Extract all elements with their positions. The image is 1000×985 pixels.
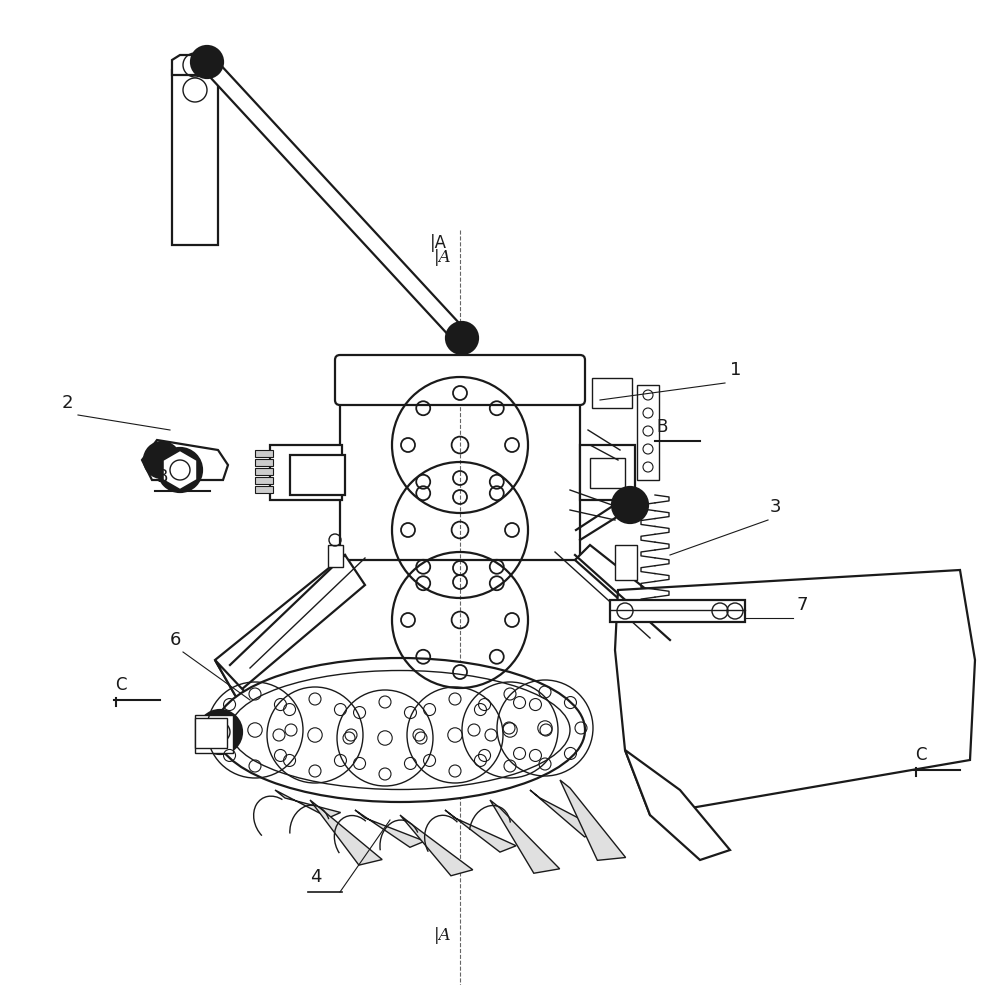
Polygon shape (400, 815, 473, 876)
Ellipse shape (215, 658, 585, 802)
Bar (592, 378, 632, 408)
Polygon shape (275, 790, 341, 818)
Polygon shape (163, 450, 197, 490)
Bar (195, 715, 233, 753)
Polygon shape (490, 800, 560, 874)
FancyBboxPatch shape (335, 355, 585, 405)
Text: 6: 6 (170, 631, 181, 649)
Text: B: B (656, 418, 667, 436)
Polygon shape (172, 55, 218, 75)
Polygon shape (575, 545, 685, 640)
Bar (610, 600, 745, 622)
Polygon shape (530, 790, 602, 837)
Bar (580, 445, 635, 500)
Polygon shape (445, 810, 516, 852)
Bar (290, 455, 345, 495)
Text: 3: 3 (770, 498, 782, 516)
Text: 1: 1 (730, 361, 741, 379)
Polygon shape (355, 810, 425, 847)
Circle shape (198, 710, 242, 754)
Text: C: C (115, 676, 126, 694)
Bar (255, 450, 273, 457)
Bar (340, 395, 580, 560)
Bar (637, 385, 659, 480)
Circle shape (191, 46, 223, 78)
Bar (270, 445, 342, 500)
Circle shape (612, 487, 648, 523)
Bar (195, 718, 227, 748)
Circle shape (446, 322, 478, 354)
Bar (255, 486, 273, 493)
Circle shape (144, 442, 180, 478)
Bar (615, 545, 637, 580)
Text: 2: 2 (62, 394, 74, 412)
Bar (255, 468, 273, 475)
Polygon shape (310, 800, 382, 865)
Polygon shape (625, 750, 730, 860)
Polygon shape (560, 780, 626, 860)
Bar (255, 459, 273, 466)
Text: |A: |A (434, 249, 452, 266)
Bar (328, 545, 343, 567)
Bar (590, 458, 625, 488)
Text: B: B (156, 468, 167, 486)
Polygon shape (215, 555, 365, 695)
Text: C: C (915, 746, 926, 764)
Polygon shape (201, 56, 468, 344)
Polygon shape (660, 620, 685, 700)
Bar (172, 70, 218, 245)
Bar (255, 477, 273, 484)
Polygon shape (142, 440, 228, 480)
Polygon shape (615, 570, 975, 815)
Text: 4: 4 (310, 868, 322, 886)
Polygon shape (215, 660, 290, 750)
Circle shape (158, 448, 202, 492)
Text: |A: |A (434, 927, 452, 944)
Text: |A: |A (430, 234, 447, 252)
Text: 7: 7 (797, 596, 808, 614)
